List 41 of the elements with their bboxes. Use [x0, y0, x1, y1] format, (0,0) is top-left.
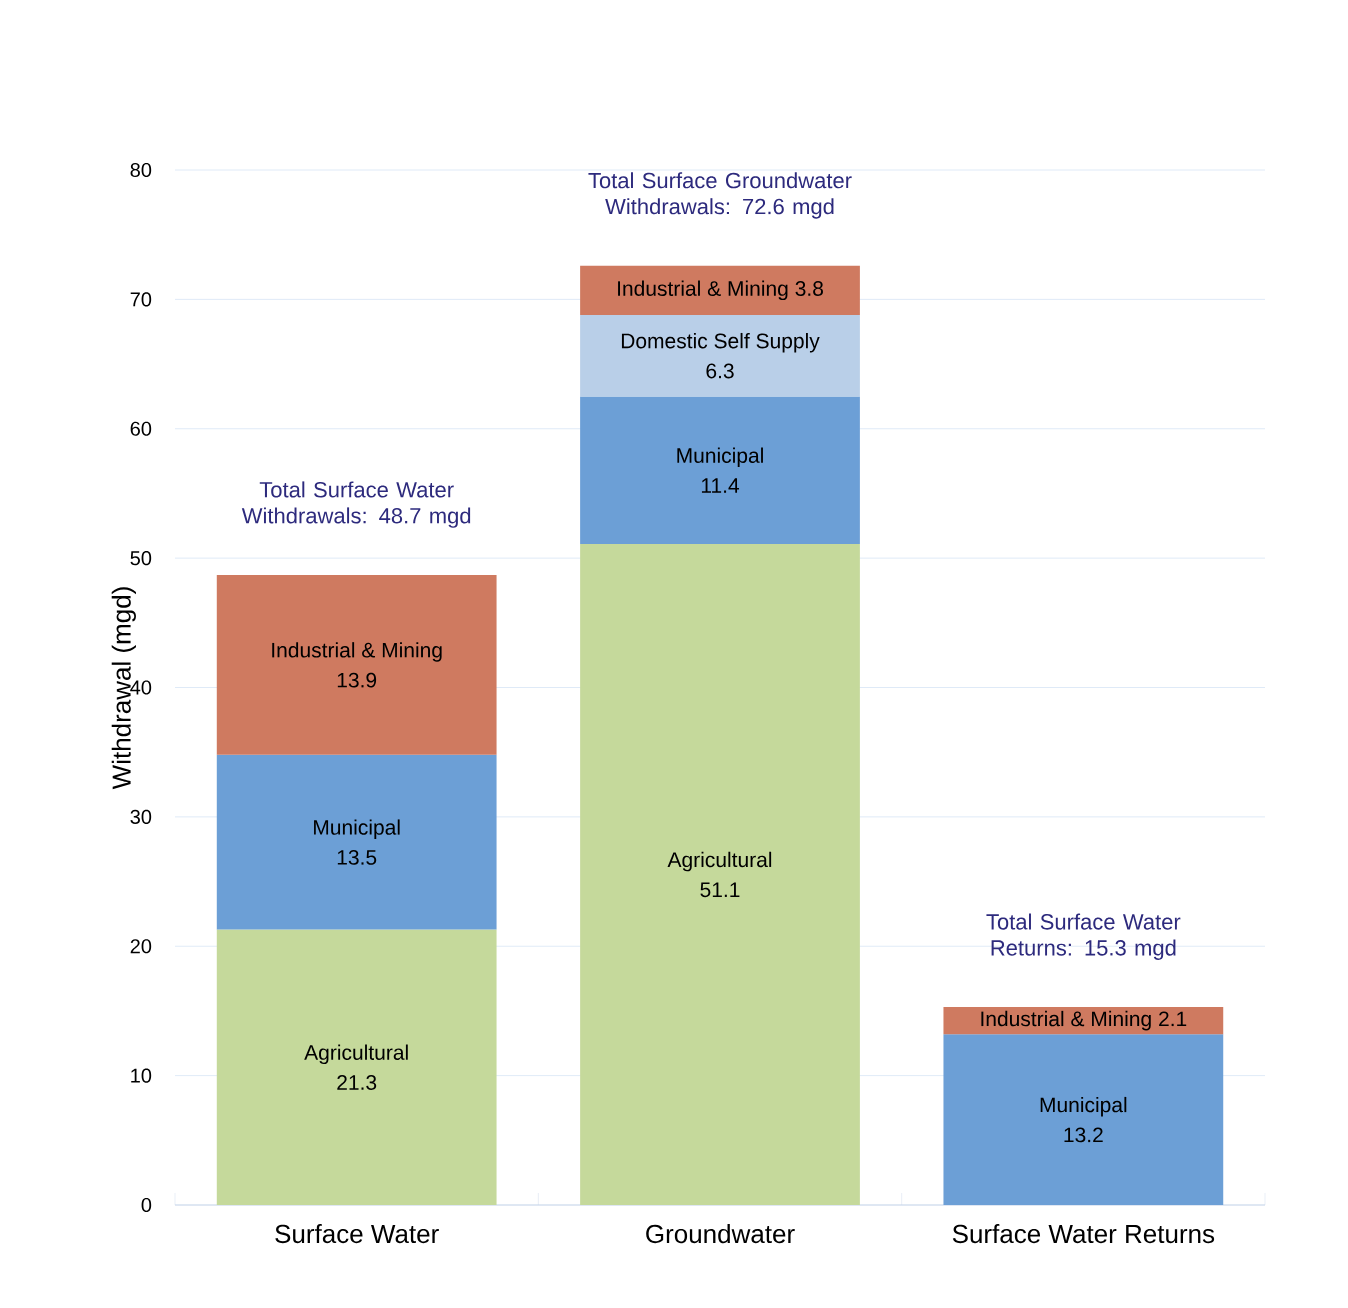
text: Agricultural — [304, 1044, 408, 1065]
series-label: Municipal — [677, 447, 763, 468]
data-label: 13.9 — [337, 672, 377, 688]
y-tick-label: 60 — [130, 421, 152, 436]
data-label: 13.2 — [1064, 1127, 1103, 1143]
x-tick-label: Surface Water — [275, 1224, 439, 1244]
total-label: Total Surface Groundwater Withdrawals: 72.6 mgd — [588, 172, 852, 219]
bar — [216, 754, 497, 930]
data-label: 21.3 — [337, 1075, 377, 1090]
total-label: Total Surface Water Returns: 15.3 mgd — [986, 913, 1181, 960]
data-label: 3.8 — [795, 281, 823, 296]
y-tick-label: 40 — [130, 680, 152, 695]
bar — [943, 1034, 1224, 1205]
x-tick-label: Surface Water Returns — [952, 1224, 1215, 1244]
text: Industrial & Mining — [272, 642, 442, 662]
y-tick-label: 0 — [141, 1197, 152, 1213]
data-label: 13.5 — [337, 849, 377, 865]
series-label: Domestic Self Supply — [621, 332, 820, 353]
data-label: 11.4 — [701, 478, 740, 493]
y-tick-label: 10 — [131, 1068, 152, 1083]
bar — [580, 265, 860, 315]
x-tick-label: Groundwater — [646, 1224, 795, 1244]
data-label: 6.3 — [706, 363, 734, 379]
bar — [580, 314, 860, 397]
text: Industrial & Mining — [618, 280, 788, 301]
series-label: Agricultural — [667, 851, 772, 872]
y-tick-label: 80 — [130, 162, 152, 178]
data-label: 51.1 — [700, 882, 740, 898]
bar — [216, 929, 497, 1205]
bar — [580, 396, 860, 544]
total-label: Total Surface Water Withdrawals: 48.7 mgd — [241, 481, 471, 528]
y-tick-label: 20 — [130, 939, 152, 954]
data-label: 2.1 — [1159, 1011, 1187, 1027]
y-tick-label: 50 — [130, 551, 152, 566]
bar — [216, 574, 497, 755]
text: Municipal — [1040, 1096, 1127, 1117]
y-tick-label: 70 — [130, 292, 152, 307]
bar — [580, 543, 860, 1205]
text: Municipal — [314, 819, 400, 839]
y-tick-label: 30 — [130, 809, 152, 824]
series-label: Industrial & Mining — [981, 1010, 1151, 1031]
